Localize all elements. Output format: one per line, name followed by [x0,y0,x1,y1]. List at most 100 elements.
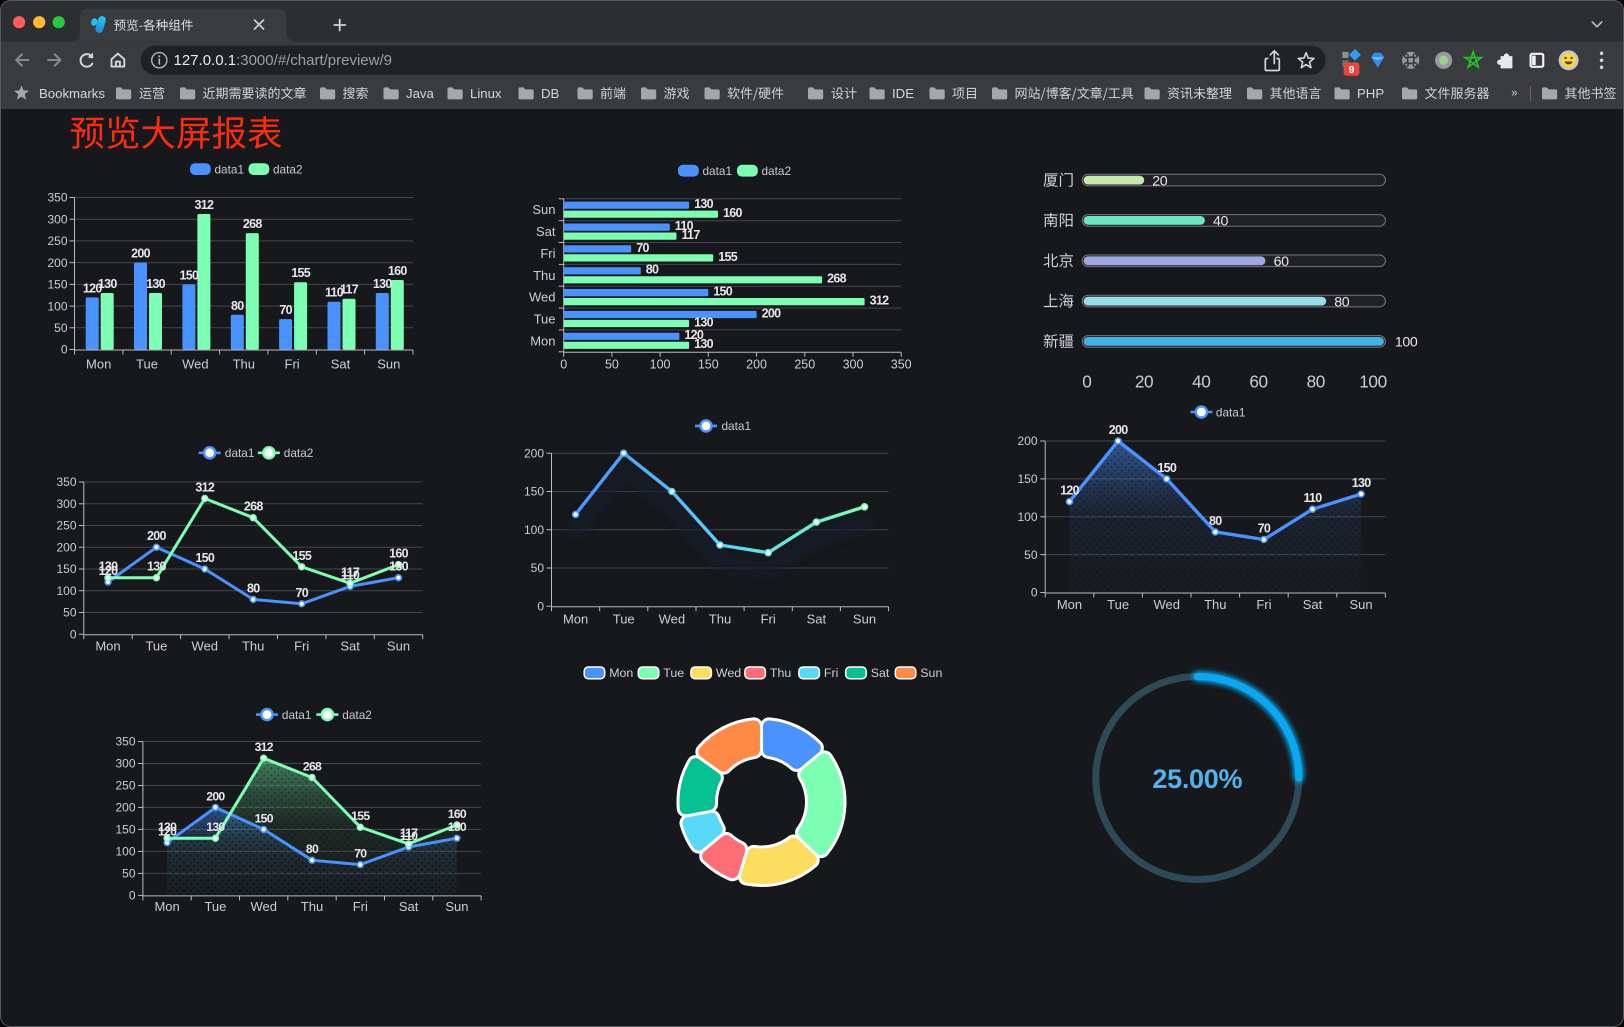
svg-text:110: 110 [341,568,360,582]
svg-text:70: 70 [1258,522,1271,536]
svg-text:0: 0 [1082,372,1091,392]
svg-text:200: 200 [762,306,782,320]
svg-text:0: 0 [560,358,567,372]
svg-text:350: 350 [891,358,912,372]
svg-text:300: 300 [115,757,135,771]
svg-text:25.00%: 25.00% [1152,764,1242,794]
svg-text:200: 200 [147,529,167,543]
svg-text:Mon: Mon [1057,597,1082,612]
svg-text:80: 80 [306,842,319,856]
svg-text:50: 50 [54,321,68,335]
svg-text:120: 120 [158,825,177,839]
svg-text:data2: data2 [284,446,314,460]
svg-text:Sun: Sun [377,357,400,372]
svg-text:Bookmarks: Bookmarks [39,86,105,101]
svg-text:100: 100 [1359,372,1386,392]
svg-text:Thu: Thu [301,899,323,914]
svg-text:150: 150 [255,811,274,825]
svg-text:150: 150 [47,278,67,292]
svg-text:80: 80 [247,581,260,595]
svg-text:data1: data1 [282,708,312,722]
svg-text:150: 150 [1157,461,1177,475]
svg-text:60: 60 [1249,372,1267,392]
svg-text:data2: data2 [762,164,792,178]
svg-text:80: 80 [1209,514,1222,528]
svg-text:200: 200 [47,256,67,270]
svg-text:50: 50 [122,867,136,881]
svg-text:70: 70 [279,303,292,317]
svg-text:130: 130 [146,277,166,291]
svg-text:Fri: Fri [761,612,776,627]
svg-text:155: 155 [718,250,738,264]
svg-text:120: 120 [1060,484,1080,498]
svg-text:250: 250 [56,519,76,533]
svg-text:312: 312 [870,294,890,308]
svg-text:160: 160 [389,547,409,561]
svg-text:300: 300 [843,358,864,372]
svg-text:268: 268 [827,272,847,286]
svg-text:Sat: Sat [1303,597,1323,612]
svg-text:250: 250 [794,358,815,372]
svg-text:Wed: Wed [192,639,219,654]
svg-text:9: 9 [1349,64,1355,76]
svg-text:data2: data2 [342,708,372,722]
svg-text:200: 200 [56,540,76,554]
svg-text:Sat: Sat [807,612,827,627]
svg-text:117: 117 [340,283,359,297]
svg-text:268: 268 [244,500,264,514]
svg-text:Tue: Tue [145,639,167,654]
svg-text:70: 70 [354,847,367,861]
svg-text:130: 130 [98,277,118,291]
svg-text:Thu: Thu [233,357,255,372]
svg-text:100: 100 [1395,335,1418,351]
svg-text:Wed: Wed [250,899,277,914]
svg-text:110: 110 [400,829,418,843]
svg-text:Thu: Thu [770,666,791,680]
svg-text:100: 100 [524,523,544,537]
svg-text:Wed: Wed [529,290,556,305]
svg-text:130: 130 [448,820,467,834]
svg-text:130: 130 [147,560,167,574]
svg-text:DB: DB [541,86,560,101]
svg-text:117: 117 [400,826,418,840]
svg-text:Tue: Tue [663,666,684,680]
svg-text:Fri: Fri [294,639,309,654]
svg-text:Sun: Sun [1350,597,1373,612]
svg-text:120: 120 [99,564,119,578]
svg-text:Sat: Sat [340,639,360,654]
svg-text:127.0.0.1:3000/#/chart/preview: 127.0.0.1:3000/#/chart/preview/9 [174,52,393,69]
svg-text:Sat: Sat [536,224,556,239]
svg-text:150: 150 [524,485,544,499]
svg-text:300: 300 [56,497,76,511]
svg-text:250: 250 [115,779,135,793]
svg-text:Mon: Mon [530,333,555,348]
svg-text:130: 130 [694,197,714,211]
svg-text:Thu: Thu [242,639,264,654]
svg-text:70: 70 [636,241,649,255]
svg-text:70: 70 [295,586,308,600]
svg-text:100: 100 [47,299,67,313]
svg-text:160: 160 [448,807,467,821]
svg-text:data1: data1 [722,419,752,433]
svg-text:60: 60 [1274,254,1289,270]
svg-text:Sun: Sun [445,899,468,914]
svg-text:Wed: Wed [1153,597,1180,612]
svg-text:Sat: Sat [871,666,890,680]
svg-text:250: 250 [47,234,67,248]
svg-text:150: 150 [115,823,135,837]
svg-text:200: 200 [206,789,225,803]
svg-text:200: 200 [1017,434,1037,448]
svg-text:110: 110 [325,286,344,300]
svg-text:40: 40 [1192,372,1210,392]
svg-text:0: 0 [61,343,68,357]
svg-text:130: 130 [158,820,177,834]
svg-text:160: 160 [723,206,743,220]
svg-text:data1: data1 [703,164,733,178]
svg-text:Sat: Sat [399,899,419,914]
svg-text:300: 300 [47,212,67,226]
svg-text:data1: data1 [215,163,245,177]
svg-text:Fri: Fri [285,357,300,372]
svg-text:200: 200 [115,801,135,815]
svg-text:data1: data1 [1216,405,1246,419]
svg-text:Sat: Sat [331,357,351,372]
